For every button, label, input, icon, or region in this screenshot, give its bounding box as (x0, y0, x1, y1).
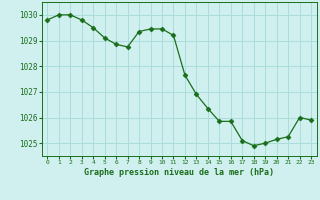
X-axis label: Graphe pression niveau de la mer (hPa): Graphe pression niveau de la mer (hPa) (84, 168, 274, 177)
